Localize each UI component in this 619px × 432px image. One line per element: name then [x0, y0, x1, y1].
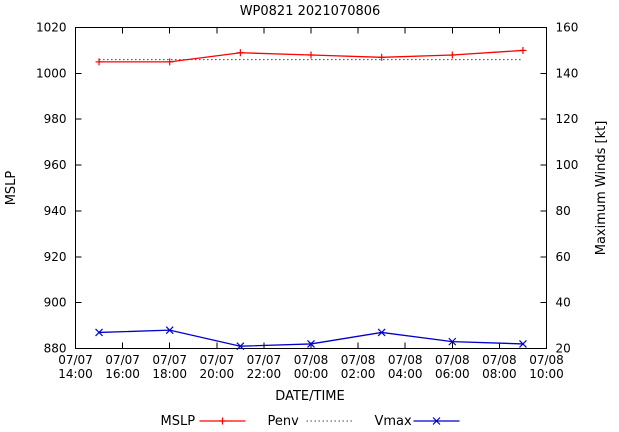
series-mslp — [95, 46, 527, 66]
x-tick-label-time: 16:00 — [105, 367, 140, 381]
y-tick-label: 940 — [44, 204, 67, 218]
y2-tick-label: 80 — [556, 204, 571, 218]
x-marker — [307, 339, 315, 348]
x-tick-label-time: 18:00 — [152, 367, 187, 381]
x-tick-label-time: 10:00 — [529, 367, 564, 381]
y2-tick-label: 100 — [556, 158, 579, 172]
x-marker — [377, 328, 386, 337]
y2-tick-label: 20 — [556, 342, 571, 356]
y-tick-label: 1020 — [36, 21, 67, 35]
x-tick-label-date: 07/08 — [341, 353, 376, 367]
legend-label-penv: Penv — [268, 414, 300, 429]
series-vmax — [95, 326, 527, 351]
x-tick-label-time: 00:00 — [294, 367, 329, 381]
x-tick-label-time: 08:00 — [482, 367, 517, 381]
x-marker — [519, 339, 527, 348]
x-tick-label-date: 07/08 — [435, 353, 470, 367]
legend-label-mslp: MSLP — [161, 414, 196, 429]
x-marker — [448, 337, 457, 346]
legend-item-mslp: MSLP — [161, 414, 246, 429]
y-tick-label: 1000 — [36, 66, 67, 80]
x-tick-label-date: 07/08 — [529, 353, 564, 367]
y-tick-label: 880 — [44, 342, 67, 356]
y-tick-label: 920 — [44, 250, 67, 264]
y2-axis-label: Maximum Winds [kt] — [594, 121, 609, 256]
x-marker — [95, 328, 103, 337]
x-tick-label-date: 07/08 — [388, 353, 423, 367]
x-tick-label-time: 20:00 — [200, 367, 235, 381]
x-tick-label-time: 04:00 — [388, 367, 423, 381]
x-tick-label-date: 07/07 — [247, 353, 282, 367]
y-tick-label: 960 — [44, 158, 67, 172]
plot-border — [75, 27, 547, 349]
y2-tick-label: 140 — [556, 66, 579, 80]
y2-tick-label: 40 — [556, 296, 571, 310]
x-marker — [236, 342, 245, 351]
x-tick-label-time: 22:00 — [247, 367, 282, 381]
legend: MSLP Penv Vmax — [161, 414, 460, 429]
legend-item-vmax: Vmax — [375, 414, 460, 429]
axis-ticks — [75, 27, 547, 349]
x-tick-label-date: 07/08 — [482, 353, 517, 367]
x-tick-label-time: 02:00 — [341, 367, 376, 381]
plot-content: 07/0714:0007/0716:0007/0718:0007/0720:00… — [36, 21, 578, 382]
legend-item-penv: Penv — [268, 414, 353, 429]
x-tick-label-date: 07/07 — [200, 353, 235, 367]
x-tick-label-time: 06:00 — [435, 367, 470, 381]
x-tick-label-date: 07/07 — [152, 353, 187, 367]
x-tick-label-date: 07/07 — [105, 353, 140, 367]
x-tick-label-date: 07/08 — [294, 353, 329, 367]
chart-title: WP0821 2021070806 — [240, 4, 381, 19]
y2-tick-label: 60 — [556, 250, 571, 264]
y-tick-label: 980 — [44, 112, 67, 126]
y2-tick-label: 160 — [556, 21, 579, 35]
y-tick-label: 900 — [44, 296, 67, 310]
x-tick-label-date: 07/07 — [58, 353, 93, 367]
legend-label-vmax: Vmax — [375, 414, 413, 429]
x-axis-label: DATE/TIME — [275, 389, 344, 404]
y-axis-label: MSLP — [4, 171, 19, 206]
x-marker — [432, 417, 441, 425]
y2-tick-label: 120 — [556, 112, 579, 126]
x-marker — [165, 326, 174, 335]
x-tick-label-time: 14:00 — [58, 367, 93, 381]
